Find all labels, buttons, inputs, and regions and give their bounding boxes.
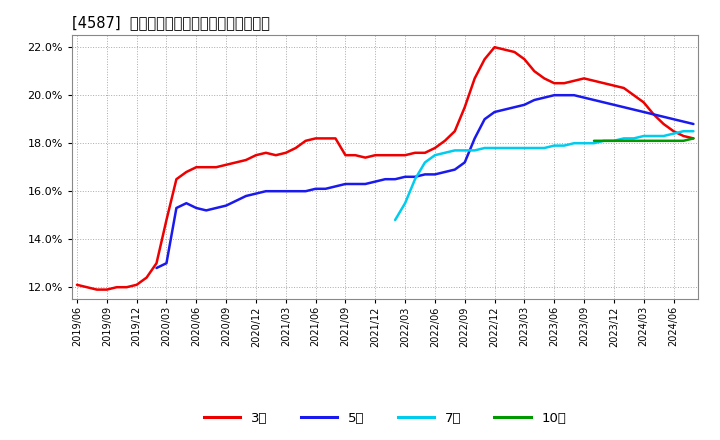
3年: [251, 153, 260, 158]
5年: [550, 92, 559, 98]
7年: [580, 140, 588, 146]
7年: [510, 145, 519, 150]
Line: 3年: 3年: [77, 47, 693, 290]
7年: [550, 143, 559, 148]
7年: [490, 145, 499, 150]
10年: [689, 136, 698, 141]
10年: [600, 138, 608, 143]
7年: [669, 131, 678, 136]
10年: [629, 138, 638, 143]
7年: [570, 140, 578, 146]
7年: [530, 145, 539, 150]
7年: [649, 133, 658, 139]
7年: [460, 148, 469, 153]
5年: [639, 110, 648, 115]
7年: [679, 128, 688, 134]
3年: [689, 136, 698, 141]
7年: [590, 140, 598, 146]
5年: [152, 265, 161, 271]
10年: [639, 138, 648, 143]
7年: [401, 201, 410, 206]
3年: [371, 153, 379, 158]
7年: [470, 148, 479, 153]
10年: [679, 138, 688, 143]
10年: [669, 138, 678, 143]
3年: [93, 287, 102, 292]
3年: [73, 282, 81, 287]
5年: [689, 121, 698, 127]
Legend: 3年, 5年, 7年, 10年: 3年, 5年, 7年, 10年: [198, 406, 572, 430]
10年: [660, 138, 668, 143]
Line: 10年: 10年: [594, 139, 693, 141]
7年: [420, 160, 429, 165]
7年: [560, 143, 569, 148]
7年: [540, 145, 549, 150]
10年: [649, 138, 658, 143]
3年: [679, 133, 688, 139]
7年: [610, 138, 618, 143]
5年: [351, 181, 360, 187]
3年: [271, 153, 280, 158]
5年: [251, 191, 260, 196]
3年: [520, 57, 528, 62]
7年: [410, 176, 419, 182]
5年: [212, 205, 220, 211]
7年: [391, 217, 400, 223]
Line: 7年: 7年: [395, 131, 693, 220]
7年: [451, 148, 459, 153]
10年: [610, 138, 618, 143]
7年: [639, 133, 648, 139]
7年: [629, 136, 638, 141]
7年: [619, 136, 628, 141]
3年: [490, 44, 499, 50]
7年: [480, 145, 489, 150]
5年: [679, 119, 688, 124]
7年: [689, 128, 698, 134]
7年: [600, 138, 608, 143]
Line: 5年: 5年: [156, 95, 693, 268]
Text: [4587]  経常利益マージンの標準偏差の推移: [4587] 経常利益マージンの標準偏差の推移: [72, 15, 270, 30]
7年: [441, 150, 449, 155]
7年: [660, 133, 668, 139]
7年: [520, 145, 528, 150]
10年: [590, 138, 598, 143]
5年: [282, 189, 290, 194]
3年: [391, 153, 400, 158]
7年: [431, 153, 439, 158]
10年: [619, 138, 628, 143]
7年: [500, 145, 509, 150]
